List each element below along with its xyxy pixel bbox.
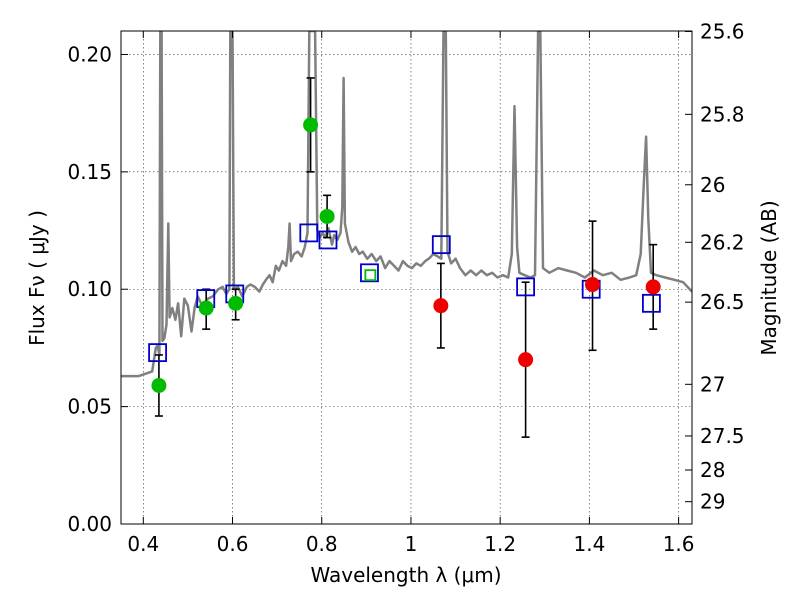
model-photometry-point	[642, 293, 661, 313]
y-right-tick-label: 27.5	[700, 424, 745, 448]
observed-point	[303, 117, 319, 133]
model-photometry-point	[299, 223, 319, 243]
x-tick-label: 1.2	[484, 532, 516, 556]
axis-ticks: 0.4 0.6 0.8 1 1.2 1.4 1.6 0.00 0.05 0.10 0.15 0.20 2…	[67, 19, 744, 556]
x-tick-label: 0.6	[217, 532, 249, 556]
y-right-tick-label: 29	[700, 490, 725, 514]
model-photometry-point	[360, 263, 379, 283]
observed-point	[518, 352, 534, 368]
observed-point	[228, 295, 244, 311]
observed-point	[433, 298, 449, 314]
x-tick-label: 0.8	[306, 532, 338, 556]
y-right-tick-label: 26	[700, 173, 725, 197]
y-right-tick-label: 25.8	[700, 102, 745, 126]
observed-point	[364, 269, 377, 282]
y-tick-label: 0.00	[67, 512, 112, 536]
y-axis-label: Flux Fν ( μJy )	[25, 210, 49, 346]
x-tick-label: 1.6	[663, 532, 695, 556]
model-photometry-point	[431, 235, 451, 255]
x-tick-label: 1	[405, 532, 418, 556]
y-tick-label: 0.20	[67, 42, 112, 66]
plot-frame	[120, 30, 693, 525]
model-photometry-point	[318, 230, 338, 250]
y-axis-right-label: Magnitude (AB)	[757, 200, 781, 355]
x-axis-label: Wavelength λ (μm)	[310, 563, 501, 587]
y-right-tick-label: 25.6	[700, 19, 745, 43]
y-tick-label: 0.15	[67, 160, 112, 184]
data-markers	[148, 77, 661, 438]
y-tick-label: 0.05	[67, 395, 112, 419]
observed-point	[585, 277, 601, 293]
x-tick-label: 0.4	[127, 532, 159, 556]
x-tick-label: 1.4	[573, 532, 605, 556]
observed-point	[198, 300, 214, 316]
y-right-tick-label: 26.5	[700, 290, 745, 314]
model-photometry-point	[516, 277, 536, 297]
y-tick-label: 0.10	[67, 277, 112, 301]
observed-point	[319, 208, 335, 224]
y-right-tick-label: 26.2	[700, 230, 745, 254]
observed-point	[151, 377, 167, 393]
model-photometry-point	[148, 343, 167, 363]
y-right-tick-label: 27	[700, 372, 725, 396]
gridlines	[121, 31, 692, 525]
y-right-tick-label: 28	[700, 458, 725, 482]
observed-point	[645, 279, 661, 295]
